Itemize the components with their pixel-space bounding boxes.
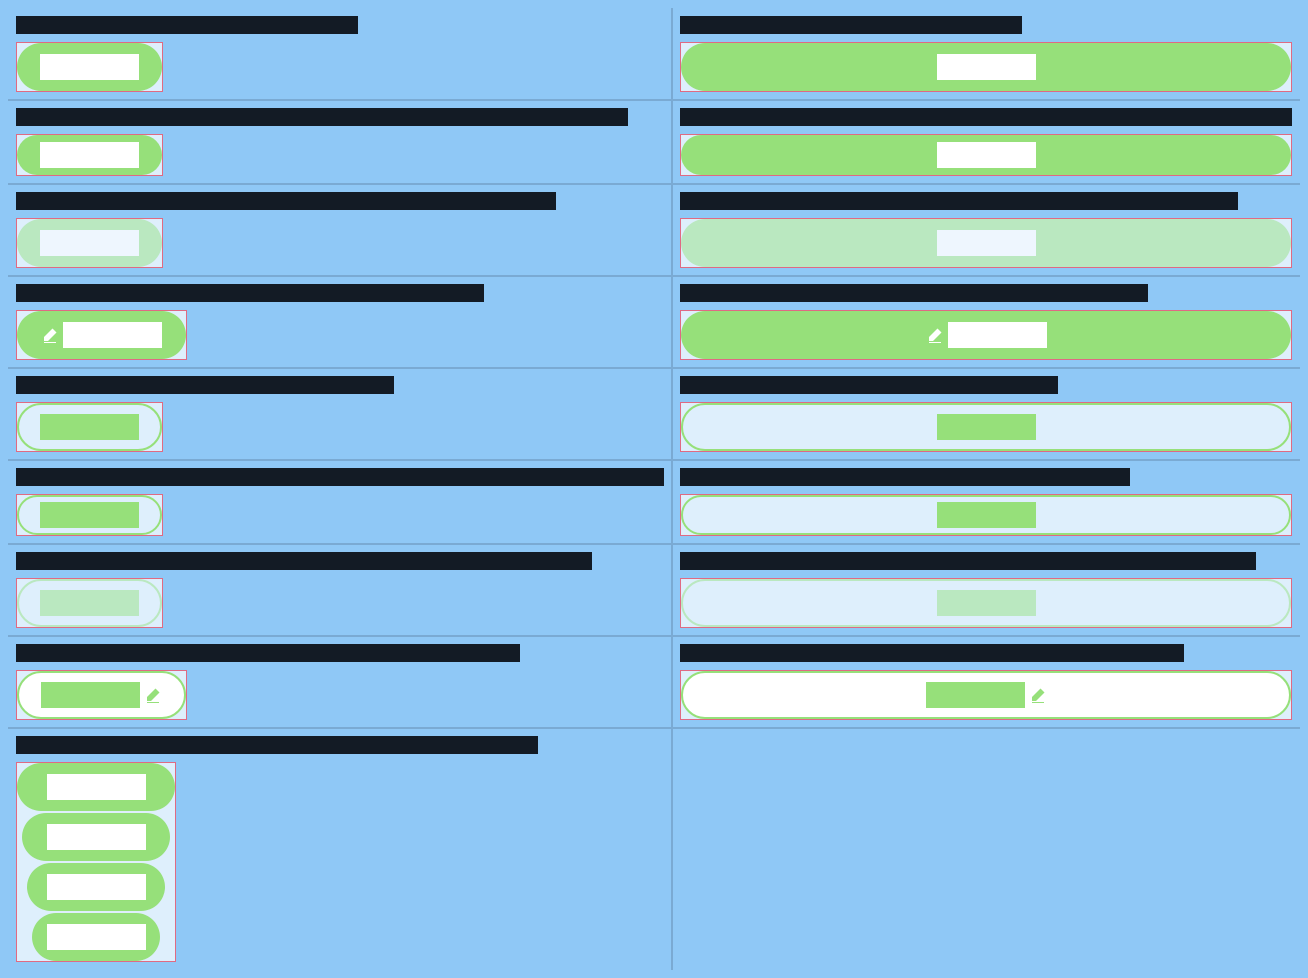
outlined-button[interactable] — [17, 403, 162, 451]
row-2-left-label — [16, 108, 628, 126]
row-9-left-label — [16, 736, 538, 754]
row-7-right-label — [680, 552, 1256, 570]
row-5-right-label — [680, 376, 1058, 394]
pencil-icon — [144, 686, 162, 704]
row-6-right-label — [680, 468, 1130, 486]
row-8-right-label — [680, 644, 1184, 662]
row-divider — [8, 727, 1300, 729]
outlined-button-compact-full-width[interactable] — [681, 495, 1291, 535]
button-label — [936, 230, 1036, 256]
row-7-left-frame — [16, 578, 163, 628]
filled-icon-button[interactable] — [17, 311, 186, 359]
button-label — [41, 682, 140, 708]
row-1-right-label — [680, 16, 1022, 34]
button-label — [63, 322, 162, 348]
button-label — [936, 502, 1036, 528]
button-label — [40, 142, 139, 168]
button-label — [936, 414, 1036, 440]
outlined-icon-button[interactable] — [17, 671, 186, 719]
row-divider — [8, 99, 1300, 101]
filled-button-disabled-full-width — [681, 219, 1291, 267]
filled-button-disabled — [17, 219, 162, 267]
button-label — [936, 54, 1036, 80]
row-divider — [8, 183, 1300, 185]
pencil-icon — [41, 326, 59, 344]
row-8-left-label — [16, 644, 520, 662]
button-label — [40, 414, 139, 440]
pencil-icon — [926, 326, 944, 344]
row-3-left-label — [16, 192, 556, 210]
pencil-icon — [1029, 686, 1047, 704]
row-5-left-label — [16, 376, 394, 394]
row-2-left-frame — [16, 134, 163, 176]
row-4-right-label — [680, 284, 1148, 302]
row-4-right-frame — [680, 310, 1292, 360]
outlined-icon-button-full-width[interactable] — [681, 671, 1291, 719]
button-label — [46, 874, 146, 900]
filled-button-full-width[interactable] — [681, 43, 1291, 91]
row-6-left-frame — [16, 494, 163, 536]
row-divider — [8, 543, 1300, 545]
row-6-right-frame — [680, 494, 1292, 536]
outlined-button-disabled-full-width — [681, 579, 1291, 627]
button-label — [46, 924, 146, 950]
filled-button-compact[interactable] — [17, 135, 162, 175]
filled-icon-button-full-width[interactable] — [681, 311, 1291, 359]
row-5-right-frame — [680, 402, 1292, 452]
column-divider — [671, 8, 673, 970]
row-4-left-label — [16, 284, 484, 302]
stacked-button-2[interactable] — [22, 813, 170, 861]
row-7-left-label — [16, 552, 592, 570]
button-label — [46, 774, 146, 800]
button-label — [936, 142, 1036, 168]
button-label — [40, 54, 139, 80]
row-7-right-frame — [680, 578, 1292, 628]
row-6-left-label — [16, 468, 664, 486]
button-label — [40, 590, 139, 616]
row-divider — [8, 275, 1300, 277]
row-divider — [8, 367, 1300, 369]
row-4-left-frame — [16, 310, 187, 360]
button-label — [40, 502, 139, 528]
button-showcase-grid — [8, 8, 1300, 970]
row-divider — [8, 635, 1300, 637]
stacked-button-4[interactable] — [32, 913, 160, 961]
button-label — [46, 824, 146, 850]
row-divider — [8, 459, 1300, 461]
stacked-button-3[interactable] — [27, 863, 165, 911]
row-8-left-frame — [16, 670, 187, 720]
row-3-right-frame — [680, 218, 1292, 268]
filled-button[interactable] — [17, 43, 162, 91]
button-label — [947, 322, 1047, 348]
row-8-right-frame — [680, 670, 1292, 720]
row-1-right-frame — [680, 42, 1292, 92]
button-label — [925, 682, 1025, 708]
row-1-left-label — [16, 16, 358, 34]
button-label — [40, 230, 139, 256]
row-5-left-frame — [16, 402, 163, 452]
stacked-button-1[interactable] — [17, 763, 175, 811]
row-2-right-label — [680, 108, 1292, 126]
outlined-button-disabled — [17, 579, 162, 627]
row-1-left-frame — [16, 42, 163, 92]
outlined-button-compact[interactable] — [17, 495, 162, 535]
row-3-right-label — [680, 192, 1238, 210]
filled-button-compact-full-width[interactable] — [681, 135, 1291, 175]
row-3-left-frame — [16, 218, 163, 268]
row-2-right-frame — [680, 134, 1292, 176]
outlined-button-full-width[interactable] — [681, 403, 1291, 451]
stacked-buttons-frame — [16, 762, 176, 962]
button-label — [936, 590, 1036, 616]
